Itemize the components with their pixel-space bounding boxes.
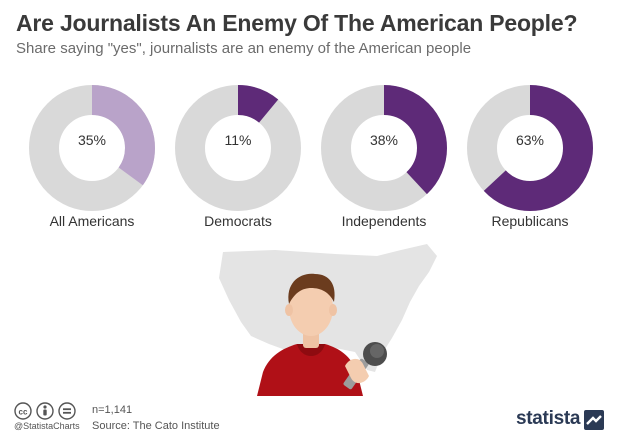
donut-arc-democrats — [175, 85, 301, 211]
category-label-all-americans: All Americans — [49, 213, 135, 229]
statista-handle: @StatistaCharts — [14, 421, 80, 431]
microphone-icon — [343, 342, 387, 390]
donut-all-americans: 35% All Americans — [24, 80, 160, 248]
donut-chart-all-americans — [29, 85, 155, 211]
category-label-democrats: Democrats — [204, 213, 272, 229]
statista-logo: statista — [516, 408, 581, 429]
value-label-independents: 38% — [369, 132, 399, 148]
category-label-republicans: Republicans — [491, 213, 569, 229]
hair-icon — [288, 273, 335, 304]
ear-left-icon — [285, 304, 293, 316]
sample-size: n=1,141 — [92, 404, 133, 416]
donut-republicans: 63% Republicans — [462, 80, 598, 248]
reporter-illustration — [219, 244, 437, 396]
cc-icon: cc — [14, 402, 32, 420]
value-label-republicans: 63% — [515, 132, 545, 148]
attribution-icon — [36, 402, 54, 420]
ear-right-icon — [329, 304, 337, 316]
license-icons: cc — [14, 402, 76, 420]
donut-arc-all-americans — [29, 85, 155, 211]
chart-subtitle: Share saying "yes", journalists are an e… — [16, 40, 472, 57]
face-icon — [289, 280, 333, 336]
source-note: Source: The Cato Institute — [92, 420, 220, 432]
donut-arc-independents — [321, 85, 447, 211]
donut-independents: 38% Independents — [316, 80, 452, 248]
chart-title: Are Journalists An Enemy Of The American… — [16, 10, 578, 36]
svg-text:cc: cc — [19, 408, 28, 417]
statista-logo-mark-icon — [584, 410, 604, 430]
donut-democrats: 11% Democrats — [170, 80, 306, 248]
shirt-icon — [257, 344, 363, 396]
no-derivatives-icon — [58, 402, 76, 420]
donut-arc-republicans — [467, 85, 593, 211]
donut-chart-independents — [321, 85, 447, 211]
category-label-independents: Independents — [341, 213, 427, 229]
value-label-democrats: 11% — [224, 132, 252, 148]
donut-chart-republicans — [467, 85, 593, 211]
donut-chart-democrats — [175, 85, 301, 211]
value-label-all-americans: 35% — [77, 132, 107, 148]
